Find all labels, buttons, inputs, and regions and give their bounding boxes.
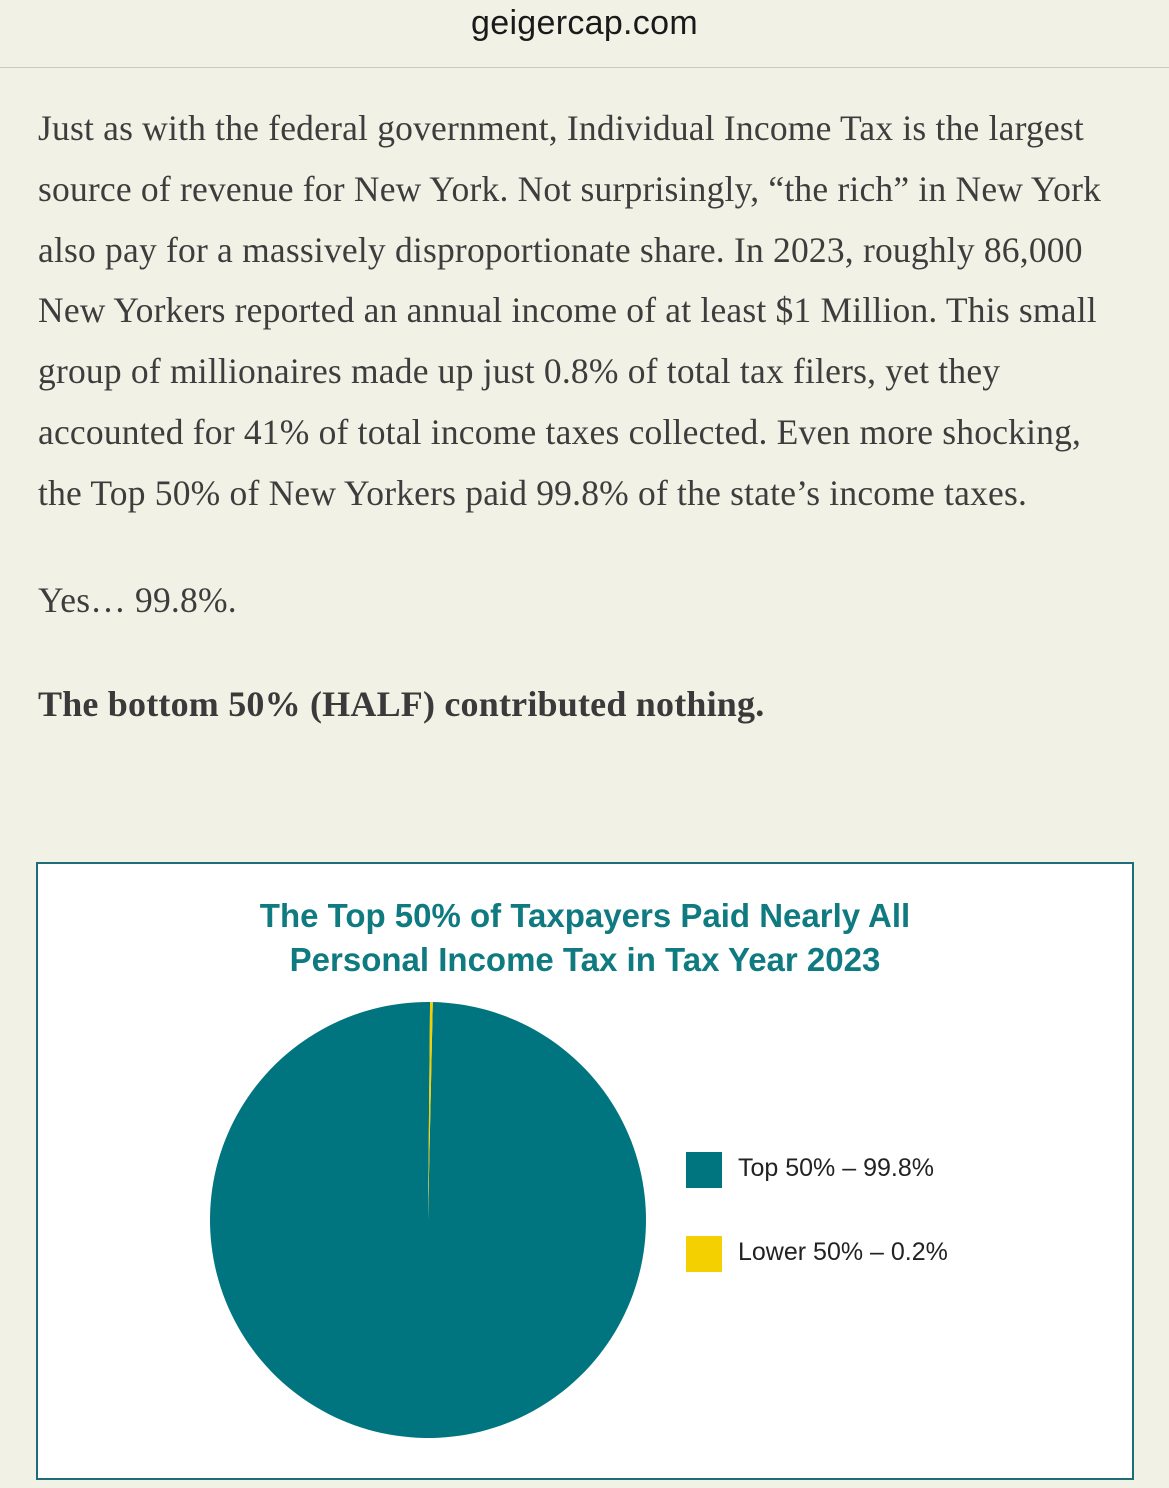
pie-slice-lower-50 [428,1002,433,1220]
chart-title-line-2: Personal Income Tax in Tax Year 2023 [289,941,881,978]
legend-label-lower-50: Lower 50% – 0.2% [738,1238,948,1266]
url-text[interactable]: geigercap.com [471,4,698,42]
article-paragraph: Yes… 99.8%. [38,579,237,620]
pie-slice-top-50 [210,1002,647,1438]
article-paragraph: Just as with the federal government, Ind… [38,108,1102,513]
article-bold-statement: The bottom 50% (HALF) contributed nothin… [38,684,765,725]
legend-swatch-top-50 [686,1152,722,1188]
legend-swatch-lower-50 [686,1236,722,1272]
pie-chart [210,1002,647,1438]
legend-label-top-50: Top 50% – 99.8% [738,1154,934,1182]
chart-title: The Top 50% of Taxpayers Paid Nearly All… [38,894,1132,982]
browser-address-bar[interactable]: geigercap.com [0,0,1169,68]
article-body: Just as with the federal government, Ind… [38,98,1133,735]
pie-chart-figure: The Top 50% of Taxpayers Paid Nearly All… [36,862,1134,1480]
chart-title-line-1: The Top 50% of Taxpayers Paid Nearly All [259,897,911,934]
